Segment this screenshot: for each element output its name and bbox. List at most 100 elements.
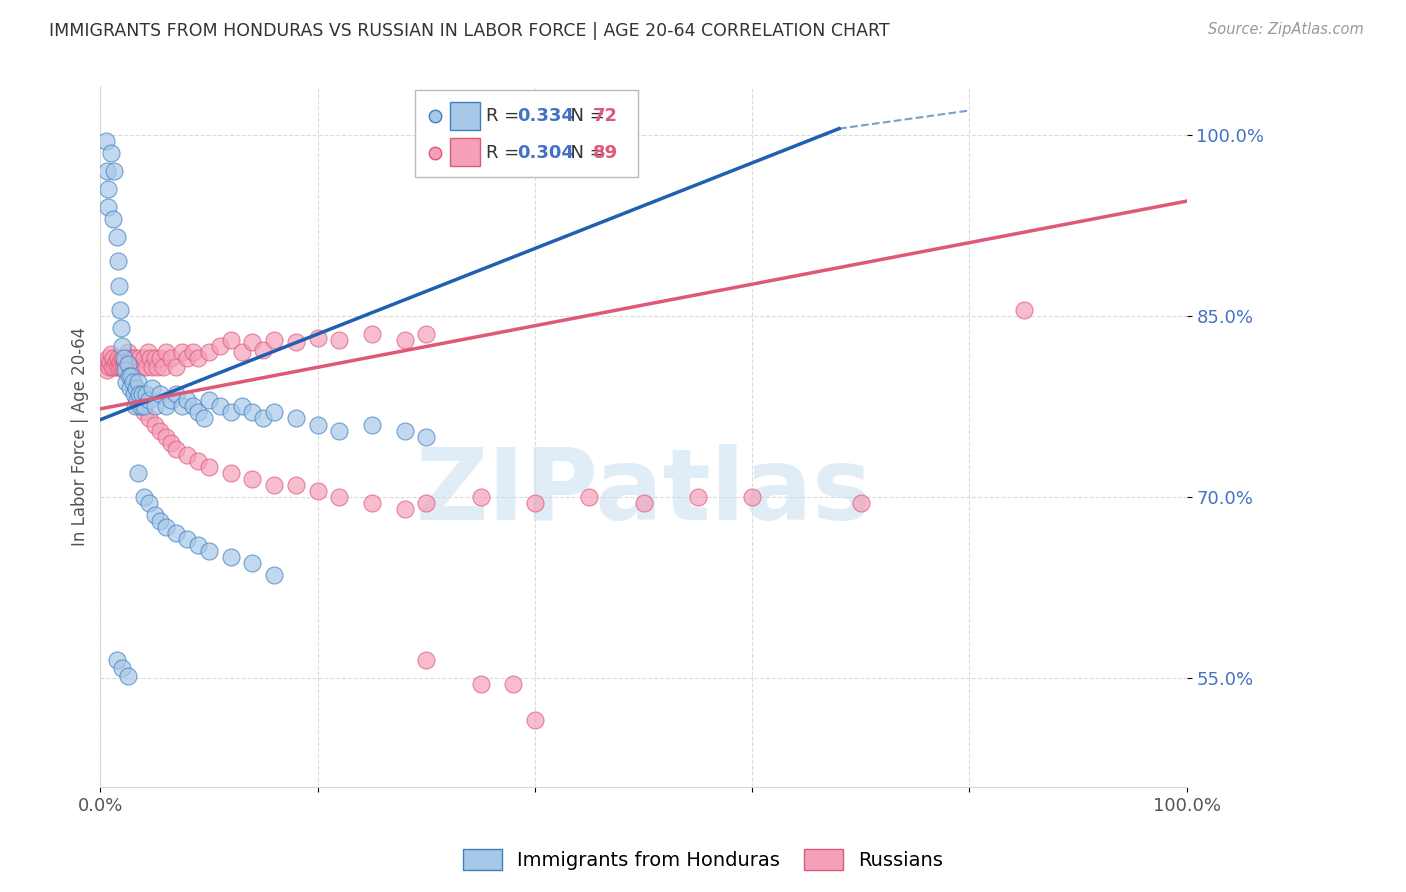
- Point: [105, 359, 128, 374]
- Point: [165, 359, 187, 374]
- Text: 89: 89: [592, 144, 617, 162]
- Text: R =: R =: [486, 107, 524, 126]
- Point: [108, 359, 131, 374]
- Point: [138, 496, 160, 510]
- Point: [361, 496, 384, 510]
- Point: [523, 496, 546, 510]
- Point: [307, 330, 329, 344]
- Point: [219, 466, 242, 480]
- Point: [112, 351, 135, 365]
- Point: [284, 335, 307, 350]
- Point: [328, 490, 350, 504]
- Point: [139, 351, 162, 365]
- Point: [208, 339, 231, 353]
- Point: [103, 359, 125, 374]
- Point: [132, 400, 155, 414]
- Point: [155, 520, 177, 534]
- Point: [160, 351, 183, 365]
- Point: [170, 345, 193, 359]
- Point: [117, 351, 139, 365]
- Point: [176, 393, 198, 408]
- Point: [97, 200, 120, 214]
- Text: N =: N =: [558, 107, 610, 126]
- Point: [103, 164, 125, 178]
- Point: [361, 417, 384, 432]
- Point: [127, 376, 149, 390]
- FancyBboxPatch shape: [415, 90, 638, 178]
- Point: [242, 557, 264, 571]
- Point: [686, 490, 709, 504]
- Point: [94, 357, 117, 371]
- Point: [231, 345, 253, 359]
- Point: [415, 496, 437, 510]
- Point: [152, 359, 174, 374]
- Point: [96, 363, 118, 377]
- Legend: Immigrants from Honduras, Russians: Immigrants from Honduras, Russians: [456, 841, 950, 878]
- Point: [107, 351, 129, 365]
- Point: [115, 376, 138, 390]
- Point: [111, 339, 134, 353]
- Point: [219, 333, 242, 347]
- Text: N =: N =: [558, 144, 610, 162]
- Point: [198, 544, 221, 558]
- Point: [108, 302, 131, 317]
- Point: [149, 387, 172, 401]
- Point: [141, 381, 163, 395]
- Point: [160, 435, 183, 450]
- Point: [328, 333, 350, 347]
- Point: [176, 448, 198, 462]
- Point: [198, 345, 221, 359]
- Point: [165, 526, 187, 541]
- Point: [394, 502, 416, 516]
- Point: [117, 357, 139, 371]
- Point: [415, 429, 437, 443]
- Point: [127, 400, 149, 414]
- Point: [98, 359, 121, 374]
- Point: [470, 490, 492, 504]
- Point: [633, 496, 655, 510]
- Point: [135, 387, 157, 401]
- Point: [307, 417, 329, 432]
- Point: [124, 400, 146, 414]
- Point: [127, 466, 149, 480]
- Point: [132, 405, 155, 419]
- Point: [263, 405, 285, 419]
- Point: [193, 411, 215, 425]
- Y-axis label: In Labor Force | Age 20-64: In Labor Force | Age 20-64: [72, 327, 89, 546]
- Point: [111, 661, 134, 675]
- Point: [149, 514, 172, 528]
- Point: [98, 355, 121, 369]
- Point: [578, 490, 600, 504]
- Point: [394, 424, 416, 438]
- Text: IMMIGRANTS FROM HONDURAS VS RUSSIAN IN LABOR FORCE | AGE 20-64 CORRELATION CHART: IMMIGRANTS FROM HONDURAS VS RUSSIAN IN L…: [49, 22, 890, 40]
- Point: [143, 508, 166, 522]
- Point: [107, 254, 129, 268]
- Point: [849, 496, 872, 510]
- Point: [127, 393, 149, 408]
- Point: [117, 345, 139, 359]
- Point: [187, 454, 209, 468]
- Point: [170, 400, 193, 414]
- Point: [104, 355, 127, 369]
- FancyBboxPatch shape: [450, 103, 479, 130]
- Text: 0.304: 0.304: [517, 144, 575, 162]
- FancyBboxPatch shape: [450, 138, 479, 166]
- Point: [100, 347, 122, 361]
- Point: [138, 411, 160, 425]
- Point: [328, 424, 350, 438]
- Point: [118, 359, 141, 374]
- Point: [128, 351, 150, 365]
- Point: [143, 417, 166, 432]
- Point: [176, 533, 198, 547]
- Point: [198, 393, 221, 408]
- Point: [132, 351, 155, 365]
- Point: [103, 212, 125, 227]
- Point: [284, 411, 307, 425]
- Point: [252, 411, 274, 425]
- Point: [165, 442, 187, 456]
- Point: [114, 359, 136, 374]
- Point: [122, 376, 145, 390]
- Point: [231, 400, 253, 414]
- Point: [160, 393, 183, 408]
- Point: [523, 714, 546, 728]
